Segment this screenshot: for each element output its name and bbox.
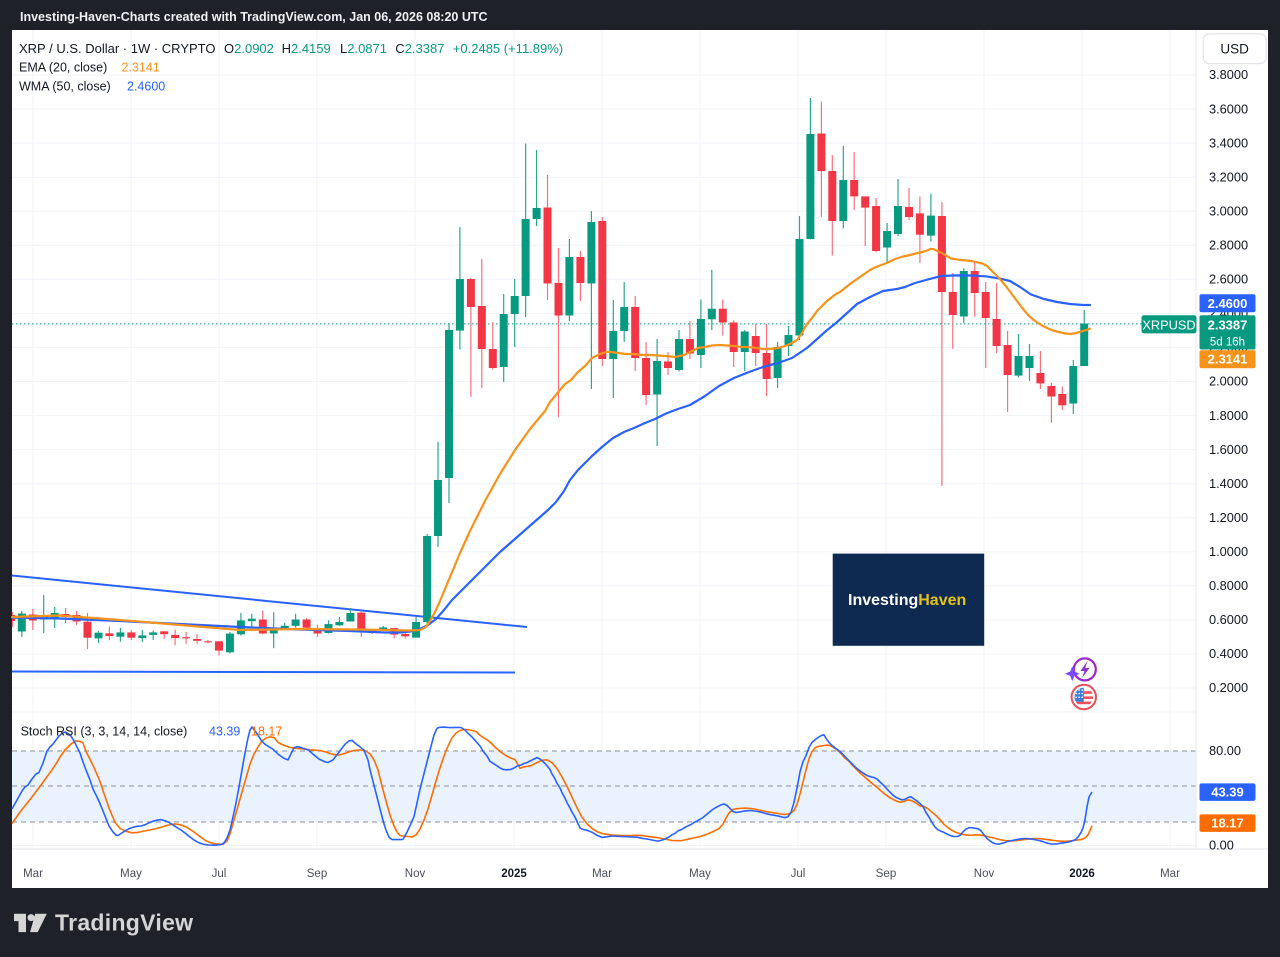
svg-text:2026: 2026 <box>1069 868 1095 880</box>
svg-text:0.6000: 0.6000 <box>1209 612 1248 627</box>
svg-text:2.0000: 2.0000 <box>1209 374 1248 389</box>
svg-text:1.4000: 1.4000 <box>1209 476 1248 491</box>
svg-text:0.4000: 0.4000 <box>1209 646 1248 661</box>
svg-text:Mar: Mar <box>23 868 43 880</box>
svg-text:80.00: 80.00 <box>1209 743 1241 758</box>
svg-text:3.8000: 3.8000 <box>1209 67 1248 82</box>
svg-text:InvestingHaven: InvestingHaven <box>848 592 966 609</box>
svg-text:1.0000: 1.0000 <box>1209 544 1248 559</box>
svg-text:18.17: 18.17 <box>1211 816 1244 831</box>
svg-text:0.00: 0.00 <box>1209 838 1234 853</box>
svg-text:5d 16h: 5d 16h <box>1210 337 1245 349</box>
svg-text:XRP / U.S. Dollar · 1W · CRYPT: XRP / U.S. Dollar · 1W · CRYPTO <box>19 41 216 56</box>
svg-text:May: May <box>689 868 711 880</box>
svg-text:Mar: Mar <box>1160 868 1180 880</box>
svg-text:Nov: Nov <box>974 868 995 880</box>
svg-text:2.3387: 2.3387 <box>1208 318 1248 333</box>
svg-text:Sep: Sep <box>307 868 327 880</box>
svg-text:0.2000: 0.2000 <box>1209 680 1248 695</box>
svg-text:Jul: Jul <box>791 868 806 880</box>
svg-text:XRPUSD: XRPUSD <box>1142 317 1195 332</box>
svg-text:Mar: Mar <box>592 868 612 880</box>
svg-text:2025: 2025 <box>501 868 527 880</box>
svg-text:Investing-Haven-Charts created: Investing-Haven-Charts created with Trad… <box>20 10 488 24</box>
svg-text:1.2000: 1.2000 <box>1209 510 1248 525</box>
svg-text:3.2000: 3.2000 <box>1209 169 1248 184</box>
svg-text:3.0000: 3.0000 <box>1209 203 1248 218</box>
svg-text:May: May <box>120 868 142 880</box>
svg-text:TradingView: TradingView <box>55 910 193 936</box>
svg-text:3.6000: 3.6000 <box>1209 101 1248 116</box>
svg-text:Jul: Jul <box>212 868 227 880</box>
svg-text:0.8000: 0.8000 <box>1209 578 1248 593</box>
svg-text:WMA (50, close) 2.4600: WMA (50, close) 2.4600 <box>19 80 165 94</box>
svg-text:43.39: 43.39 <box>1211 785 1244 800</box>
svg-text:1.8000: 1.8000 <box>1209 408 1248 423</box>
svg-text:Stoch RSI (3, 3, 14, 14, close: Stoch RSI (3, 3, 14, 14, close) 43.39 18… <box>21 725 283 739</box>
svg-text:3.4000: 3.4000 <box>1209 135 1248 150</box>
svg-text:Sep: Sep <box>876 868 896 880</box>
svg-text:1.6000: 1.6000 <box>1209 442 1248 457</box>
svg-text:USD: USD <box>1220 42 1249 57</box>
svg-text:Nov: Nov <box>405 868 426 880</box>
svg-text:EMA (20, close) 2.3141: EMA (20, close) 2.3141 <box>19 61 160 75</box>
svg-text:2.4600: 2.4600 <box>1208 296 1248 311</box>
svg-text:2.6000: 2.6000 <box>1209 272 1248 287</box>
svg-text:2.8000: 2.8000 <box>1209 238 1248 253</box>
svg-text:2.3141: 2.3141 <box>1208 352 1248 367</box>
